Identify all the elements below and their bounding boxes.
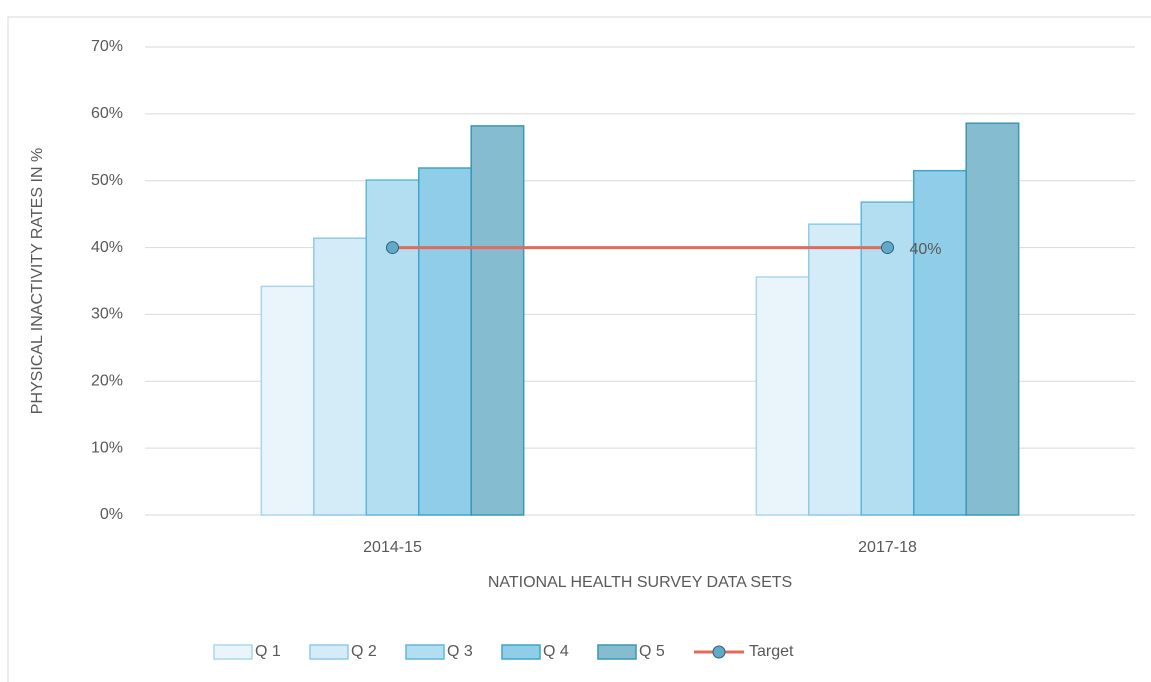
bar	[365, 179, 420, 516]
y-tick-label: 0%	[100, 506, 123, 523]
y-tick-label: 30%	[91, 306, 123, 323]
bar	[470, 125, 525, 516]
bar	[965, 122, 1020, 516]
legend-label: Q 3	[447, 643, 473, 660]
x-axis-title: NATIONAL HEALTH SURVEY DATA SETS	[488, 574, 792, 591]
data-label: 40%	[910, 241, 942, 258]
chart-frame	[7, 16, 1151, 682]
y-tick-label: 50%	[91, 172, 123, 189]
y-tick-label: 70%	[91, 38, 123, 55]
bar	[417, 167, 472, 516]
legend-swatch	[405, 644, 445, 660]
y-tick-label: 40%	[91, 239, 123, 256]
bar	[260, 285, 315, 516]
line-marker	[881, 241, 894, 255]
legend-swatch	[712, 645, 726, 659]
legend-label: Q 2	[351, 643, 377, 660]
legend-label: Q 1	[255, 643, 281, 660]
bar	[313, 237, 368, 516]
y-tick-label: 60%	[91, 105, 123, 122]
legend-label: Q 5	[639, 643, 665, 660]
bar	[808, 223, 863, 516]
y-tick-label: 10%	[91, 439, 123, 456]
legend-swatch	[309, 644, 349, 660]
legend-label: Target	[749, 643, 794, 660]
y-tick-label: 20%	[91, 373, 123, 390]
bar	[912, 169, 967, 516]
x-tick-label: 2017-18	[858, 539, 917, 556]
y-axis-title: PHYSICAL INACTIVITY RATES IN %	[29, 148, 46, 414]
line-marker	[386, 241, 399, 255]
bar	[860, 201, 915, 516]
x-tick-label: 2014-15	[363, 539, 422, 556]
legend-swatch	[597, 644, 637, 660]
legend-label: Q 4	[543, 643, 569, 660]
legend-swatch	[213, 644, 253, 660]
legend-swatch	[501, 644, 541, 660]
bar	[755, 276, 810, 516]
